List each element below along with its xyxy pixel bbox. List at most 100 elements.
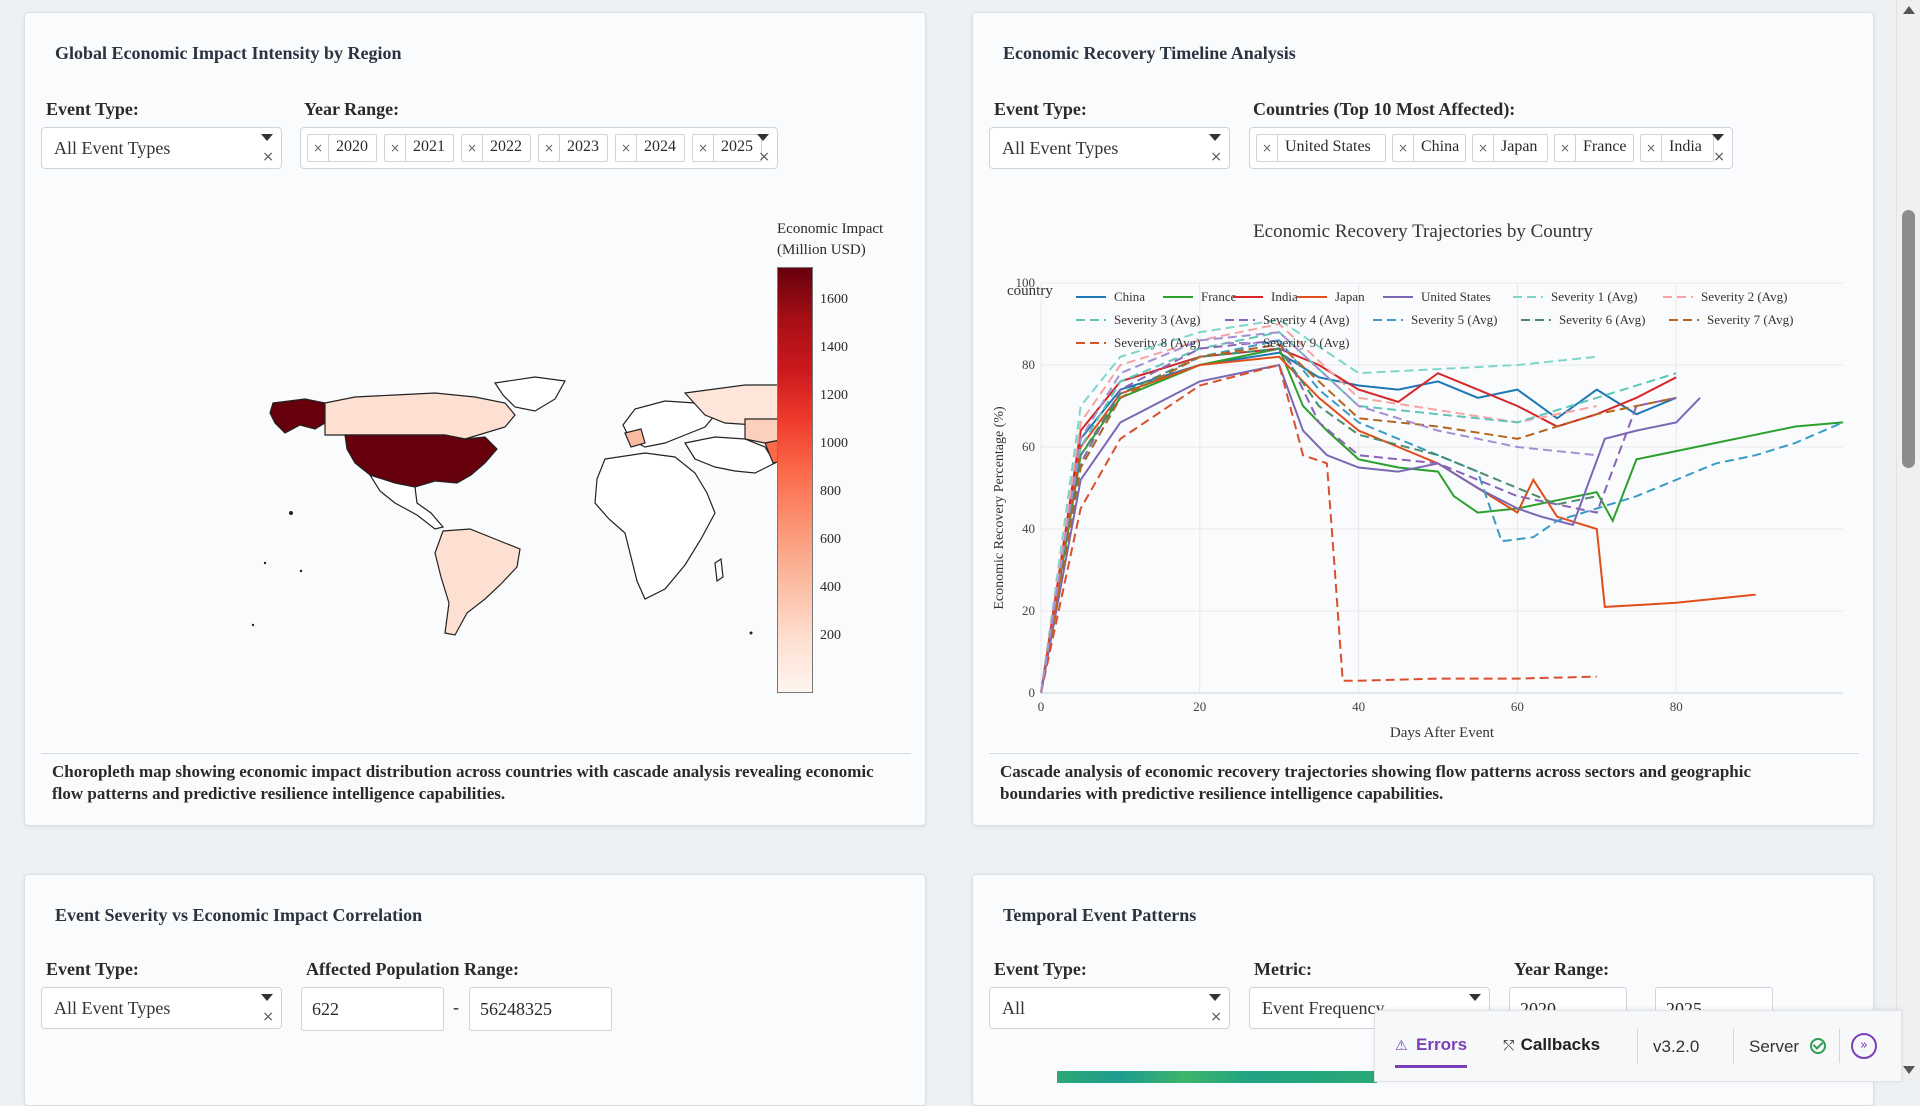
chevron-down-icon[interactable] <box>1209 994 1221 1001</box>
clear-icon[interactable]: × <box>1713 149 1725 165</box>
series-line[interactable] <box>1040 318 1597 694</box>
country-shape-france[interactable] <box>624 428 646 448</box>
country-shape-madagascar[interactable] <box>714 557 724 583</box>
event-type-dropdown[interactable]: All Event Types × <box>41 987 282 1029</box>
legend-item[interactable]: Severity 5 (Avg) <box>1411 312 1497 327</box>
event-type-value: All Event Types <box>54 138 171 158</box>
legend-item[interactable]: Severity 3 (Avg) <box>1114 312 1200 327</box>
remove-chip-icon[interactable]: × <box>308 135 329 161</box>
year-chip: × 2021 <box>384 134 454 162</box>
chevron-down-icon[interactable] <box>261 994 273 1001</box>
series-line[interactable] <box>1040 363 1597 694</box>
country-shape-canada[interactable] <box>324 392 516 440</box>
colorbar-tick: 1000 <box>820 436 848 451</box>
errors-tab[interactable]: ⚠ Errors <box>1395 1035 1468 1068</box>
country-shape-usa[interactable] <box>344 434 498 488</box>
colorbar-tick: 1200 <box>820 388 848 403</box>
legend-item[interactable]: Severity 4 (Avg) <box>1263 312 1349 327</box>
event-type-label: Event Type: <box>994 99 1087 119</box>
scroll-down-arrow-icon[interactable] <box>1903 1066 1915 1074</box>
warning-icon: ⚠ <box>1395 1038 1408 1054</box>
population-max-input[interactable]: 56248325 <box>469 987 612 1031</box>
event-type-dropdown[interactable]: All Event Types × <box>41 127 282 169</box>
series-line[interactable] <box>1040 347 1844 694</box>
legend-item[interactable]: United States <box>1421 289 1491 304</box>
event-type-label: Event Type: <box>46 99 139 119</box>
country-shape-greenland[interactable] <box>493 376 566 412</box>
event-type-dropdown[interactable]: All Event Types × <box>989 127 1230 169</box>
remove-chip-icon[interactable]: × <box>385 135 406 161</box>
devtools-bar: ⚠ Errors ⤲ Callbacks v3.2.0 Server » <box>1374 1010 1902 1082</box>
chevron-down-icon[interactable] <box>757 134 769 141</box>
clear-icon[interactable]: × <box>262 149 274 165</box>
expand-devtools-icon[interactable]: » <box>1851 1033 1877 1059</box>
legend-item[interactable]: Severity 9 (Avg) <box>1263 335 1349 350</box>
errors-label: Errors <box>1416 1035 1468 1054</box>
series-line[interactable] <box>1040 343 1677 694</box>
series-line[interactable] <box>1040 339 1844 694</box>
scrollbar-thumb[interactable] <box>1902 210 1915 468</box>
remove-chip-icon[interactable]: × <box>693 135 714 161</box>
country-shape-mexico[interactable] <box>368 473 445 530</box>
country-chip: × India <box>1640 134 1714 162</box>
legend-item[interactable]: China <box>1114 289 1145 304</box>
country-shape-middle-east[interactable] <box>684 436 776 474</box>
y-tick-label: 40 <box>1022 521 1035 536</box>
population-min-input[interactable]: 622 <box>301 987 444 1031</box>
x-axis-title: Days After Event <box>1390 725 1495 741</box>
colorbar <box>777 267 813 693</box>
chevron-down-icon[interactable] <box>261 134 273 141</box>
legend-item[interactable]: India <box>1271 289 1298 304</box>
country-shape-africa[interactable] <box>594 452 716 600</box>
legend-item[interactable]: Severity 8 (Avg) <box>1114 335 1200 350</box>
clear-icon[interactable]: × <box>1210 1009 1222 1025</box>
legend-item[interactable]: Severity 1 (Avg) <box>1551 289 1637 304</box>
remove-chip-icon[interactable]: × <box>616 135 637 161</box>
remove-chip-icon[interactable]: × <box>1393 135 1414 161</box>
legend-item[interactable]: Severity 6 (Avg) <box>1559 312 1645 327</box>
map-description: Choropleth map showing economic impact d… <box>52 762 874 803</box>
page-scrollbar[interactable] <box>1896 0 1920 1080</box>
year-chip: × 2023 <box>538 134 608 162</box>
remove-chip-icon[interactable]: × <box>1473 135 1494 161</box>
series-line[interactable] <box>1040 322 1598 694</box>
country-chip: × France <box>1554 134 1634 162</box>
chevron-down-icon[interactable] <box>1469 994 1481 1001</box>
chevron-down-icon[interactable] <box>1209 134 1221 141</box>
map-card-title: Global Economic Impact Intensity by Regi… <box>55 43 402 63</box>
year-range-multiselect[interactable]: × 2020 × 2021 × 2022 × 2023 × 2024 × 2025 × <box>300 127 778 169</box>
country-shape-alaska[interactable] <box>269 398 326 434</box>
server-label: Server <box>1749 1037 1800 1056</box>
series-line[interactable] <box>1040 363 1701 694</box>
legend-item[interactable]: Severity 7 (Avg) <box>1707 312 1793 327</box>
legend-item[interactable]: Severity 2 (Avg) <box>1701 289 1787 304</box>
remove-chip-icon[interactable]: × <box>1257 135 1278 161</box>
callbacks-tab[interactable]: ⤲ Callbacks <box>1503 1035 1600 1065</box>
recovery-line-chart[interactable]: 0 20 40 60 80 100 0 20 40 60 80 Economic Recovery T… <box>973 203 1873 743</box>
remove-chip-icon[interactable]: × <box>539 135 560 161</box>
country-shape-brazil[interactable] <box>434 528 521 636</box>
chevron-down-icon[interactable] <box>1712 134 1724 141</box>
colorbar-tick: 200 <box>820 628 841 643</box>
event-type-dropdown[interactable]: All × <box>989 987 1230 1029</box>
chart-title: Economic Recovery Trajectories by Countr… <box>1253 221 1593 242</box>
remove-chip-icon[interactable]: × <box>462 135 483 161</box>
range-separator: - <box>453 997 459 1017</box>
clear-icon[interactable]: × <box>1210 149 1222 165</box>
clear-icon[interactable]: × <box>262 1009 274 1025</box>
scroll-up-arrow-icon[interactable] <box>1903 6 1915 14</box>
series-line[interactable] <box>1040 347 1598 694</box>
server-status[interactable]: Server <box>1749 1037 1826 1057</box>
countries-multiselect[interactable]: × United States × China × Japan × France × In… <box>1249 127 1733 169</box>
remove-chip-icon[interactable]: × <box>1641 135 1662 161</box>
callbacks-icon: ⤲ <box>1503 1038 1515 1054</box>
y-tick-label: 20 <box>1022 603 1035 618</box>
series-line[interactable] <box>1040 331 1597 694</box>
series-line[interactable] <box>1040 339 1677 694</box>
legend-item[interactable]: France <box>1201 289 1237 304</box>
remove-chip-icon[interactable]: × <box>1555 135 1576 161</box>
clear-icon[interactable]: × <box>758 149 770 165</box>
legend-item[interactable]: Japan <box>1335 289 1365 304</box>
colorbar-title-line2: (Million USD) <box>777 242 866 258</box>
world-choropleth-map[interactable] <box>245 363 785 653</box>
